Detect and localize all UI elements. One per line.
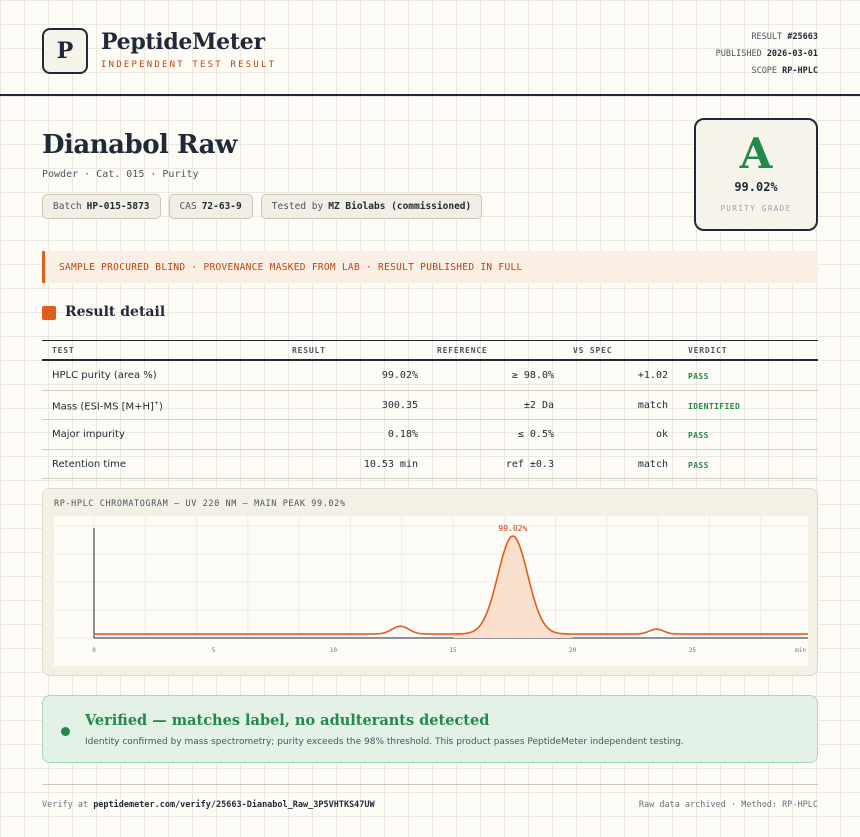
cell-test: Major impurity <box>52 429 125 440</box>
x-tick-label: 15 <box>449 647 457 654</box>
chromatogram-chart: 99.02% 051015202530min <box>54 516 808 666</box>
cas-label: CAS <box>179 201 197 212</box>
chromatogram-trace <box>94 535 808 635</box>
verified-title: Verified — matches label, no adulterants… <box>85 712 490 729</box>
verify-link[interactable]: peptidemeter.com/verify/25663-Dianabol_R… <box>93 800 375 810</box>
x-tick-label: 0 <box>92 647 96 654</box>
blind-sample-banner: SAMPLE PROCURED BLIND · PROVENANCE MASKE… <box>42 251 818 283</box>
verify-label: Verify at <box>42 800 89 810</box>
section-title: Result detail <box>65 304 166 320</box>
product-chips: Batch HP-015-5873 CAS 72-63-9 Tested by MZ … <box>42 194 483 219</box>
tested-by-chip: Tested by MZ Biolabs (commissioned) <box>260 194 483 219</box>
cell-verdict: PASS <box>688 460 709 470</box>
cell-vs-spec: match <box>637 458 668 470</box>
col-test: TEST <box>52 346 75 355</box>
result-table: TEST RESULT REFERENCE VS SPEC VERDICT HP… <box>42 340 818 479</box>
x-tick-label: 10 <box>330 647 338 654</box>
report-header: P PeptideMeter INDEPENDENT TEST RESULT R… <box>0 0 860 96</box>
cell-result: 0.18% <box>387 429 418 440</box>
cell-verdict: PASS <box>688 431 709 440</box>
result-label: RESULT <box>751 32 783 42</box>
col-verdict: VERDICT <box>688 346 728 355</box>
table-row: Major impurity 0.18% ≤ 0.5% ok PASS <box>42 420 818 450</box>
chart-title: RP-HPLC CHROMATOGRAM — UV 220 NM — MAIN … <box>54 499 346 509</box>
cell-reference: ≤ 0.5% <box>517 429 554 440</box>
x-unit-label: min <box>795 647 806 654</box>
cell-reference: ±2 Da <box>523 399 554 411</box>
cell-result: 10.53 min <box>363 458 418 470</box>
cell-test: Mass (ESI-MS [M+H]+) <box>52 400 163 412</box>
grade-value: 99.02% <box>734 180 778 194</box>
col-vs-spec: VS SPEC <box>573 346 613 355</box>
chromatogram-panel: RP-HPLC CHROMATOGRAM — UV 220 NM — MAIN … <box>42 488 818 676</box>
cell-vs-spec: match <box>637 399 668 411</box>
grade-letter: A <box>739 129 773 178</box>
section-marker <box>42 306 56 320</box>
table-row: HPLC purity (area %) 99.02% ≥ 98.0% +1.0… <box>42 361 818 391</box>
cas-value: 72-63-9 <box>201 201 242 212</box>
chart-plot-bg <box>54 516 808 666</box>
main-peak-label: 99.02% <box>498 524 527 533</box>
table-header: TEST RESULT REFERENCE VS SPEC VERDICT <box>42 340 818 361</box>
cell-test-text: Mass (ESI-MS [M+H] <box>52 400 154 412</box>
cell-test-close: ) <box>159 400 163 412</box>
brand-name: PeptideMeter <box>101 29 265 55</box>
cell-reference: ≥ 98.0% <box>511 370 554 381</box>
product-subtitle: Powder · Cat. 015 · Purity <box>42 169 199 180</box>
batch-label: Batch <box>53 201 82 212</box>
col-reference: REFERENCE <box>437 346 488 355</box>
report-meta: RESULT #25663 PUBLISHED 2026-03-01 SCOPE… <box>716 29 818 80</box>
product-title: Dianabol Raw <box>42 130 237 160</box>
verify-line: Verify at peptidemeter.com/verify/25663-… <box>42 800 375 810</box>
cell-verdict: IDENTIFIED <box>688 401 741 411</box>
verified-dot-icon <box>61 727 70 736</box>
table-row: Mass (ESI-MS [M+H]+) 300.35 ±2 Da match … <box>42 391 818 420</box>
scope-value: RP-HPLC <box>782 66 818 76</box>
cell-result: 99.02% <box>381 370 418 381</box>
x-tick-label: 20 <box>569 647 577 654</box>
tested-value: MZ Biolabs (commissioned) <box>328 201 472 212</box>
col-result: RESULT <box>292 346 326 355</box>
cell-vs-spec: ok <box>655 429 668 440</box>
cell-verdict: PASS <box>688 372 709 381</box>
published-date: 2026-03-01 <box>766 49 818 59</box>
cell-test: HPLC purity (area %) <box>52 370 157 381</box>
verification-box: Verified — matches label, no adulterants… <box>42 695 818 763</box>
logo: P <box>42 28 88 74</box>
batch-value: HP-015-5873 <box>86 201 150 212</box>
x-tick-label: 5 <box>212 647 216 654</box>
table-row: Retention time 10.53 min ref ±0.3 match … <box>42 450 818 479</box>
cell-test: Retention time <box>52 458 126 470</box>
cell-result: 300.35 <box>381 399 418 411</box>
published-label: PUBLISHED <box>715 49 762 59</box>
batch-chip: Batch HP-015-5873 <box>42 194 161 219</box>
x-tick-label: 25 <box>689 647 697 654</box>
main-peak-fill <box>453 536 573 638</box>
cell-vs-spec: +1.02 <box>637 370 668 381</box>
report-footer: Verify at peptidemeter.com/verify/25663-… <box>42 784 818 814</box>
verified-text: Identity confirmed by mass spectrometry;… <box>85 737 684 747</box>
cell-reference: ref ±0.3 <box>505 458 554 470</box>
cas-chip: CAS 72-63-9 <box>168 194 253 219</box>
grade-label: PURITY GRADE <box>720 204 792 213</box>
tested-label: Tested by <box>271 201 324 212</box>
brand-tagline: INDEPENDENT TEST RESULT <box>101 60 277 70</box>
scope-label: SCOPE <box>751 66 778 76</box>
purity-grade-card: A 99.02% PURITY GRADE <box>694 118 818 231</box>
result-number: #25663 <box>787 32 818 42</box>
cell-test-sup: + <box>153 399 159 407</box>
footer-method: Raw data archived · Method: RP-HPLC <box>638 800 818 810</box>
